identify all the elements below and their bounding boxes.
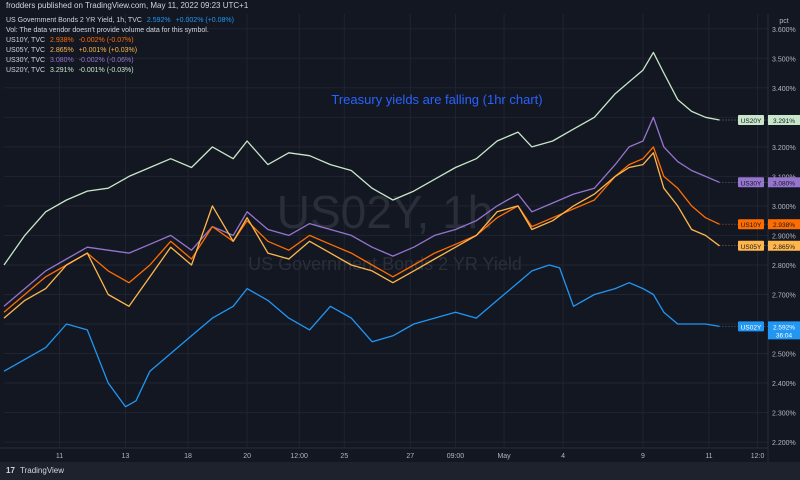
series-price-tag (768, 177, 800, 188)
price-axis-tick-label: 2.800% (772, 263, 796, 270)
price-axis-tick-label: 2.400% (772, 381, 796, 388)
series-price-tag-text: 2.865% (773, 244, 795, 251)
series-price-tag-text: 3.291% (773, 118, 795, 125)
price-axis-tick-label: 2.500% (772, 352, 796, 359)
series-price-tag-text: 2.938% (773, 222, 795, 229)
legend: US Government Bonds 2 YR Yield, 1h, TVC … (6, 16, 234, 76)
footer-bar (0, 462, 800, 480)
series-line-us02y (3, 264, 720, 408)
series-line-us30y (3, 116, 720, 307)
series-price-tag (768, 321, 800, 340)
legend-row-us05y[interactable]: US05Y, TVC 2.865% +0.001% (+0.03%) (6, 46, 234, 56)
series-name-tag[interactable] (738, 177, 764, 188)
watermark-symbol: US02Y, 1h (277, 186, 494, 238)
price-axis-tick-label: 3.500% (772, 56, 796, 63)
legend-row-name: US10Y, TVC (6, 37, 46, 44)
series-name-tag-text: US20Y (741, 118, 762, 125)
price-axis-tick-label: 2.700% (772, 292, 796, 299)
price-axis-tick-label: 3.600% (772, 27, 796, 34)
legend-row-us20y[interactable]: US20Y, TVC 3.291% -0.001% (-0.03%) (6, 66, 234, 76)
watermark-name: US Government Bonds 2 YR Yield (248, 254, 522, 274)
legend-row-change: +0.001% (+0.03%) (78, 47, 138, 54)
time-axis-tick-label: 09:00 (447, 453, 465, 460)
legend-row-name: US05Y, TVC (6, 47, 46, 54)
time-axis-tick-label: 12:00 (290, 453, 308, 460)
time-axis-tick-label: 25 (340, 453, 348, 460)
series-name-tag-text: US05Y (741, 244, 762, 251)
legend-row-name: US20Y, TVC (6, 67, 46, 74)
legend-row-name: US30Y, TVC (6, 57, 46, 64)
series-price-countdown: 36:04 (776, 332, 793, 339)
legend-row-change: -0.002% (-0.07%) (78, 37, 134, 44)
price-axis-tick-label: 3.000% (772, 204, 796, 211)
legend-row-change: -0.002% (-0.06%) (78, 57, 134, 64)
legend-row-value: 2.865% (50, 47, 74, 54)
series-name-tag[interactable] (738, 321, 764, 332)
series-name-tag-text: US02Y (741, 324, 762, 331)
legend-row-change: -0.001% (-0.03%) (78, 67, 134, 74)
legend-main-change: +0.002% (+0.08%) (175, 17, 234, 24)
price-axis-tick-label: 3.400% (772, 86, 796, 93)
tradingview-logo[interactable]: 17 TradingView (6, 466, 64, 475)
legend-volume-notice: Vol: The data vendor doesn't provide vol… (6, 27, 209, 34)
tradingview-logo-icon: 17 (6, 466, 15, 475)
series-price-tag (768, 240, 800, 251)
series-line-us05y (3, 152, 720, 319)
time-axis-tick-label: 27 (406, 453, 414, 460)
series-name-tag[interactable] (738, 114, 764, 125)
time-axis-tick-label: 20 (243, 453, 251, 460)
legend-main-value: 2.592% (146, 17, 171, 24)
time-axis-tick-label: 9 (641, 453, 645, 460)
series-price-tag (768, 114, 800, 125)
time-axis-tick-label: 11 (56, 453, 63, 460)
price-axis-tick-label: 2.900% (772, 233, 796, 240)
legend-row-value: 3.291% (50, 67, 74, 74)
price-axis-tick-label: 2.200% (772, 440, 796, 447)
publisher-text: frodders published on TradingView.com, M… (6, 1, 249, 10)
time-axis-tick-label: 13 (122, 453, 130, 460)
series-name-tag-text: US10Y (741, 222, 762, 229)
legend-row-value: 2.938% (50, 37, 74, 44)
series-name-tag[interactable] (738, 219, 764, 230)
series-name-tag[interactable] (738, 240, 764, 251)
series-price-tag-text: 3.080% (773, 180, 795, 187)
top-bar: frodders published on TradingView.com, M… (0, 0, 800, 12)
legend-main-name: US Government Bonds 2 YR Yield, 1h, TVC (6, 17, 142, 24)
time-axis-tick-label: 4 (561, 453, 565, 460)
legend-main-row[interactable]: US Government Bonds 2 YR Yield, 1h, TVC … (6, 16, 234, 26)
time-axis-tick-label: May (497, 453, 511, 460)
legend-row-value: 3.080% (50, 57, 74, 64)
series-line-us20y (3, 51, 720, 266)
series-price-tag-text: 2.592% (773, 324, 795, 331)
chart-title: Treasury yields are falling (1hr chart) (331, 92, 542, 107)
time-axis-tick-label: 18 (184, 453, 192, 460)
series-name-tag-text: US30Y (741, 180, 762, 187)
legend-row-us30y[interactable]: US30Y, TVC 3.080% -0.002% (-0.06%) (6, 56, 234, 66)
price-axis-tick-label: 3.200% (772, 145, 796, 152)
price-axis-unit: pct (779, 18, 788, 25)
time-axis-tick-label: 12:0 (751, 453, 765, 460)
price-axis-tick-label: 2.300% (772, 411, 796, 418)
series-line-us10y (3, 146, 720, 313)
series-price-tag (768, 219, 800, 230)
time-axis-tick-label: 11 (705, 453, 712, 460)
legend-row-us10y[interactable]: US10Y, TVC 2.938% -0.002% (-0.07%) (6, 36, 234, 46)
tradingview-logo-text: TradingView (19, 466, 65, 475)
